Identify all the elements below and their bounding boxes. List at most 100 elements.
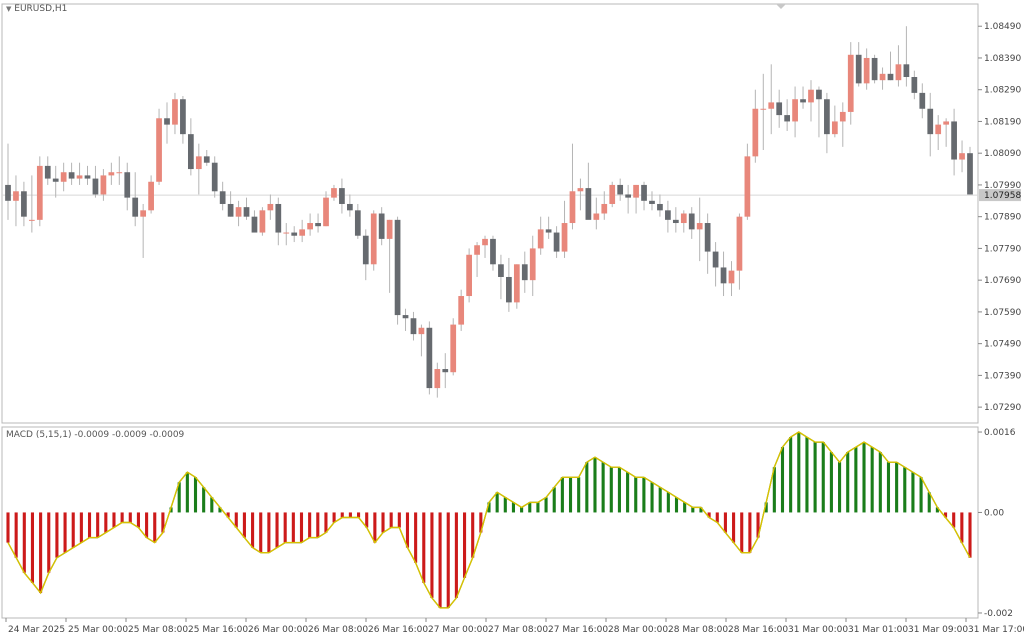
candle: [760, 73, 767, 151]
candle-body: [203, 156, 210, 163]
candle: [283, 223, 290, 246]
candle-body: [744, 156, 751, 217]
candle-body: [935, 124, 942, 135]
candle-body: [871, 57, 878, 81]
candle-body: [657, 203, 663, 211]
candle-body: [164, 118, 170, 125]
chart-shift-marker-icon[interactable]: [776, 4, 786, 9]
candle-body: [76, 175, 83, 179]
candle: [482, 235, 488, 258]
macd-bar: [324, 512, 328, 533]
macd-bar: [838, 462, 842, 513]
candle: [609, 181, 616, 208]
candle: [187, 118, 194, 176]
candle: [680, 210, 687, 233]
macd-bar: [780, 447, 785, 513]
macd-bar: [748, 512, 752, 553]
candle: [871, 54, 878, 84]
time-tick-label: 24 Mar 2025: [8, 625, 65, 635]
candle: [76, 162, 83, 185]
candle: [919, 83, 926, 119]
candle: [831, 105, 838, 138]
candle-body: [768, 102, 775, 109]
macd-bar: [47, 512, 51, 573]
time-tick-label: 31 Mar 17:00: [968, 625, 1024, 635]
candle-body: [529, 248, 536, 281]
candle: [498, 254, 504, 300]
macd-bar: [943, 512, 948, 518]
macd-bar: [454, 512, 458, 598]
candle: [28, 175, 35, 233]
time-tick-label: 26 Mar 08:00: [308, 625, 368, 635]
candle-body: [895, 64, 902, 81]
candle-body: [458, 296, 465, 325]
macd-bar: [732, 512, 736, 543]
candle: [92, 165, 99, 198]
candle-body: [28, 219, 35, 221]
candle-body: [609, 184, 616, 204]
candle-body: [831, 121, 838, 135]
candle-body: [418, 327, 425, 335]
candle-body: [211, 162, 218, 192]
candle-body: [227, 203, 234, 217]
candle-body: [132, 197, 139, 217]
candle-body: [577, 188, 584, 192]
macd-bar: [593, 457, 597, 513]
candle-body: [712, 251, 719, 268]
macd-bar: [699, 507, 703, 513]
macd-bar: [919, 477, 923, 513]
candle: [513, 264, 520, 309]
macd-tick-label: 0.0016: [984, 428, 1016, 438]
candle: [943, 118, 950, 147]
candle-body: [21, 191, 27, 217]
macd-bar: [683, 502, 687, 513]
macd-bar: [650, 482, 654, 513]
macd-bar: [658, 487, 662, 513]
time-tick-label: 27 Mar 00:00: [428, 625, 488, 635]
candle: [44, 156, 51, 185]
candle-body: [323, 197, 329, 227]
time-tick-label: 28 Mar 16:00: [728, 625, 788, 635]
candle-body: [959, 153, 965, 160]
candle-body: [704, 223, 711, 252]
macd-bar: [495, 492, 499, 513]
candle-body: [736, 216, 743, 271]
candle-body: [911, 77, 918, 93]
candle-body: [569, 191, 576, 224]
candle-body: [633, 184, 639, 198]
chevron-down-icon[interactable]: ▼: [6, 5, 12, 13]
candle: [792, 86, 798, 138]
macd-bar: [626, 472, 630, 513]
candle-body: [116, 172, 123, 174]
macd-bar: [120, 512, 124, 523]
candle: [736, 213, 743, 290]
macd-bar: [471, 512, 475, 558]
candle-body: [283, 232, 290, 234]
macd-bar: [642, 477, 646, 513]
macd-bar: [462, 512, 467, 578]
candle: [52, 165, 59, 198]
macd-bar: [283, 512, 287, 543]
macd-bar: [634, 477, 638, 513]
candle: [60, 162, 67, 192]
macd-tick-label: 0.00: [984, 508, 1004, 518]
candle: [672, 207, 679, 233]
candle-body: [561, 223, 568, 252]
symbol-title[interactable]: ▼ EURUSD,H1: [6, 4, 67, 14]
candle: [339, 178, 345, 214]
candle: [967, 146, 973, 195]
candle: [259, 207, 266, 236]
macd-bar: [87, 512, 92, 538]
candle-body: [641, 184, 647, 201]
candle-body: [354, 210, 361, 236]
candle: [657, 194, 663, 217]
candle: [347, 194, 353, 217]
macd-bar: [568, 477, 573, 513]
macd-bar: [609, 467, 613, 513]
candle: [402, 308, 409, 331]
candle: [124, 162, 131, 211]
macd-bar: [886, 462, 891, 513]
candle: [132, 172, 139, 227]
